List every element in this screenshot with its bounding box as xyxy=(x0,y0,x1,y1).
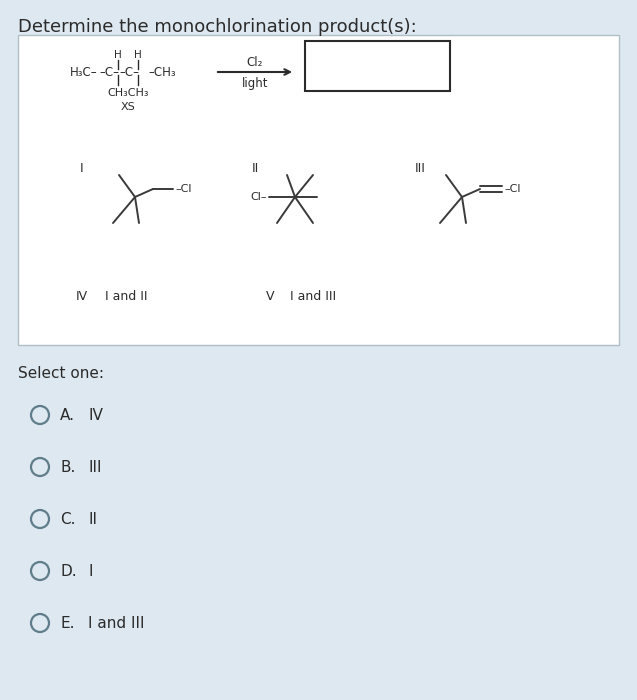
Text: D.: D. xyxy=(60,564,76,578)
Text: III: III xyxy=(415,162,426,176)
Text: XS: XS xyxy=(120,102,136,112)
Text: II: II xyxy=(88,512,97,526)
Text: III: III xyxy=(88,459,101,475)
Text: –CH₃: –CH₃ xyxy=(148,66,176,78)
Text: Cl₂: Cl₂ xyxy=(247,55,263,69)
Text: H₃C–: H₃C– xyxy=(70,66,97,78)
Text: Determine the monochlorination product(s):: Determine the monochlorination product(s… xyxy=(18,18,417,36)
Text: I: I xyxy=(80,162,84,176)
Text: light: light xyxy=(242,78,268,90)
Text: H: H xyxy=(114,50,122,60)
Text: CH₃CH₃: CH₃CH₃ xyxy=(107,88,149,98)
Text: –C–: –C– xyxy=(99,66,119,78)
Text: IV: IV xyxy=(76,290,88,304)
Text: B.: B. xyxy=(60,459,75,475)
FancyBboxPatch shape xyxy=(305,41,450,91)
Text: –Cl: –Cl xyxy=(504,184,520,194)
Text: Cl–: Cl– xyxy=(250,192,267,202)
Text: II: II xyxy=(252,162,259,176)
Text: I: I xyxy=(88,564,92,578)
Text: V: V xyxy=(266,290,275,304)
Text: C.: C. xyxy=(60,512,76,526)
Text: IV: IV xyxy=(88,407,103,423)
Text: I and III: I and III xyxy=(88,615,145,631)
Text: E.: E. xyxy=(60,615,75,631)
Text: H: H xyxy=(134,50,142,60)
Text: –C–: –C– xyxy=(119,66,139,78)
Text: –Cl: –Cl xyxy=(175,184,192,194)
FancyBboxPatch shape xyxy=(18,35,619,345)
Text: I and III: I and III xyxy=(290,290,336,304)
Text: I and II: I and II xyxy=(105,290,148,304)
Text: A.: A. xyxy=(60,407,75,423)
Text: Select one:: Select one: xyxy=(18,365,104,381)
